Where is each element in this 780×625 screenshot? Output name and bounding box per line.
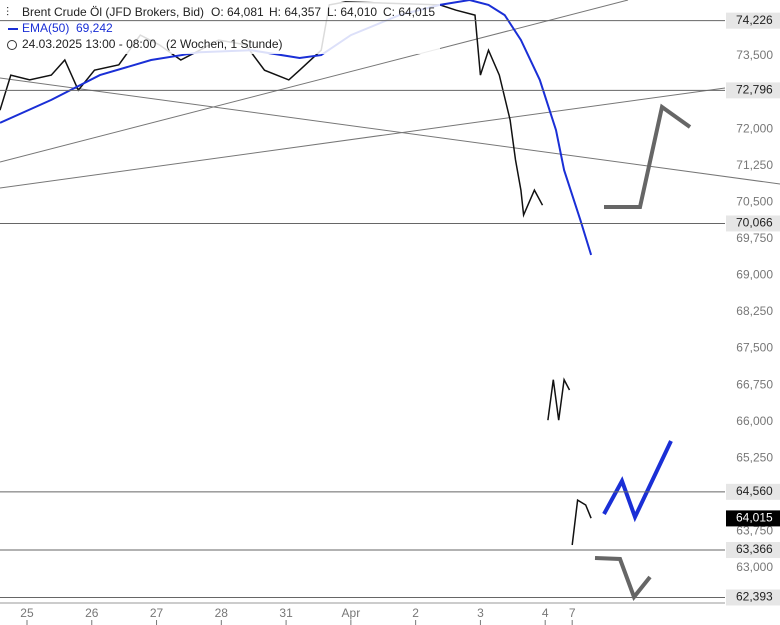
- x-tick-label: 25: [20, 606, 34, 620]
- projection-blue: [602, 440, 673, 523]
- projection-down: [594, 556, 652, 602]
- x-tick-label: 26: [85, 606, 99, 620]
- ohlc-low: L: 64,010: [327, 5, 377, 19]
- ema-name: EMA(50): [22, 21, 69, 35]
- y-tick-label: 66,000: [736, 414, 773, 428]
- level-label-bg: [726, 12, 780, 29]
- header: ⫶ Brent Crude Öl (JFD Brokers, Bid) O: 6…: [0, 2, 440, 54]
- chart-icon: ⫶: [6, 5, 9, 19]
- x-tick-label: 4: [542, 606, 549, 620]
- x-tick-label: Apr: [342, 606, 361, 620]
- ema-swatch: [8, 28, 18, 30]
- y-tick-label: 73,500: [736, 48, 773, 62]
- last-price-label: 64,015: [736, 511, 773, 525]
- y-tick-label: 69,000: [736, 268, 773, 282]
- level-label: 64,560: [736, 484, 773, 498]
- ema-value: 69,242: [76, 21, 113, 35]
- interval: (2 Wochen, 1 Stunde): [166, 37, 283, 51]
- y-tick-label: 69,750: [736, 231, 773, 245]
- plot: [0, 0, 593, 546]
- y-tick-label: 66,750: [736, 377, 773, 391]
- y-tick-label: 72,000: [736, 121, 773, 135]
- trend-line: [0, 87, 726, 189]
- ohlc-open: O: 64,081: [211, 5, 264, 19]
- ohlc-high: H: 64,357: [269, 5, 321, 19]
- clock-icon: [7, 40, 17, 50]
- level-label-bg: [726, 589, 780, 606]
- y-tick-label: 70,500: [736, 194, 773, 208]
- level-label: 62,393: [736, 590, 773, 604]
- level-label: 63,366: [736, 542, 773, 556]
- trend-line: [0, 0, 629, 163]
- level-label-bg: [726, 82, 780, 99]
- level-label: 70,066: [736, 216, 773, 230]
- period: 24.03.2025 13:00 - 08:00: [22, 37, 156, 51]
- series-line: [0, 1, 592, 546]
- x-tick-label: 28: [215, 606, 229, 620]
- x-tick-label: 7: [569, 606, 576, 620]
- x-tick-label: 3: [477, 606, 484, 620]
- x-tick-label: 2: [412, 606, 419, 620]
- projection-up: [604, 103, 692, 209]
- projections: [594, 103, 692, 602]
- y-tick-label: 67,500: [736, 341, 773, 355]
- y-tick-label: 68,250: [736, 304, 773, 318]
- trend-line: [0, 77, 780, 185]
- level-label-bg: [726, 542, 780, 559]
- level-label: 74,226: [736, 13, 773, 27]
- x-tick-label: 31: [279, 606, 293, 620]
- ohlc-close: C: 64,015: [383, 5, 435, 19]
- level-label-bg: [726, 483, 780, 500]
- y-tick-label: 63,750: [736, 523, 773, 537]
- y-tick-label: 63,000: [736, 560, 773, 574]
- y-tick-label: 65,250: [736, 450, 773, 464]
- level-label: 72,796: [736, 83, 773, 97]
- last-price-bg: [726, 510, 780, 527]
- chart-title: Brent Crude Öl (JFD Brokers, Bid): [22, 5, 204, 19]
- level-label-bg: [726, 215, 780, 232]
- header-bg: [0, 2, 440, 54]
- y-tick-label: 71,250: [736, 158, 773, 172]
- x-tick-label: 27: [150, 606, 164, 620]
